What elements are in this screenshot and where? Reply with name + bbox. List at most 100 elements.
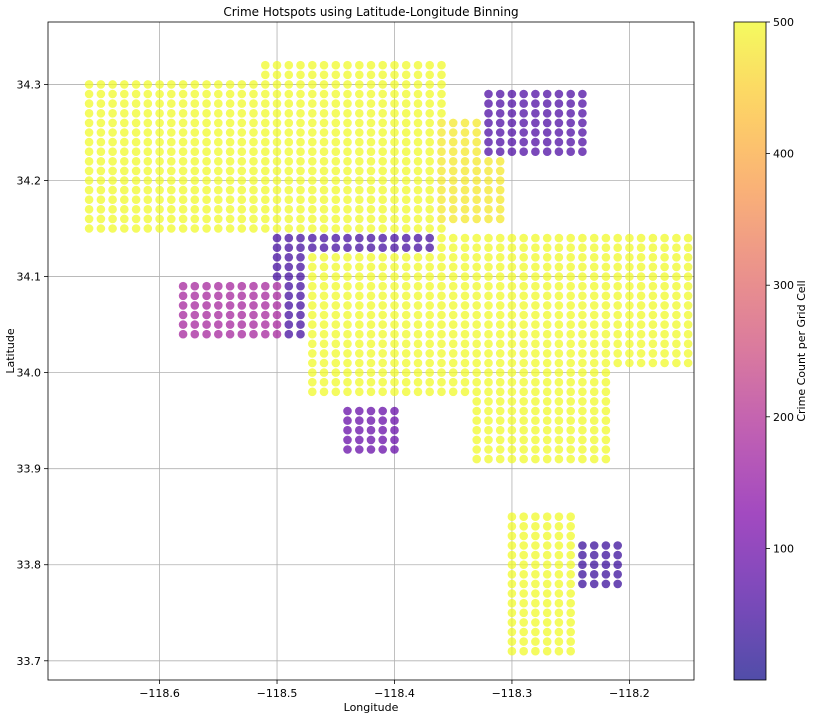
data-point xyxy=(625,329,634,339)
data-point xyxy=(214,214,223,224)
data-point xyxy=(366,157,376,166)
data-point xyxy=(507,416,517,425)
data-point xyxy=(355,176,364,185)
data-point xyxy=(390,80,399,89)
data-point xyxy=(566,99,575,108)
data-point xyxy=(672,320,681,329)
data-point xyxy=(460,320,470,329)
data-point xyxy=(401,214,411,224)
data-point xyxy=(155,137,164,147)
data-point xyxy=(672,291,681,301)
data-point xyxy=(284,310,294,320)
data-point xyxy=(308,166,317,176)
data-point xyxy=(413,195,423,204)
data-point xyxy=(519,89,528,99)
data-point xyxy=(542,147,552,156)
data-point xyxy=(319,349,329,358)
data-point xyxy=(472,243,482,252)
data-point xyxy=(437,137,446,147)
data-point xyxy=(308,233,317,243)
data-point xyxy=(355,252,364,262)
data-point xyxy=(143,224,153,233)
data-point xyxy=(578,89,587,99)
data-point xyxy=(683,310,693,320)
data-point xyxy=(343,233,352,243)
data-point xyxy=(366,233,376,243)
data-point xyxy=(519,627,528,637)
data-point xyxy=(272,291,282,301)
data-point xyxy=(554,541,564,550)
data-point xyxy=(366,109,376,118)
data-point xyxy=(284,262,294,272)
data-point xyxy=(378,205,388,214)
data-point xyxy=(625,339,634,349)
data-point xyxy=(601,301,611,310)
data-point xyxy=(96,224,106,233)
data-point xyxy=(237,310,247,320)
data-point xyxy=(390,118,399,128)
data-point xyxy=(167,109,176,118)
data-point xyxy=(613,252,622,262)
data-point xyxy=(542,627,552,637)
data-point xyxy=(413,233,423,243)
data-point xyxy=(284,301,294,310)
data-point xyxy=(355,291,364,301)
data-point xyxy=(566,512,575,521)
data-point xyxy=(554,570,564,579)
data-point xyxy=(531,618,540,627)
data-point xyxy=(472,166,482,176)
data-point xyxy=(648,349,658,358)
data-point xyxy=(143,214,153,224)
data-point xyxy=(448,291,458,301)
data-point xyxy=(578,281,587,291)
data-point xyxy=(284,157,294,166)
data-point xyxy=(495,147,505,156)
data-point xyxy=(401,118,411,128)
data-point xyxy=(578,109,587,118)
data-point xyxy=(542,109,552,118)
data-point xyxy=(366,205,376,214)
data-point xyxy=(214,99,223,108)
data-point xyxy=(261,128,270,137)
data-point xyxy=(566,118,575,128)
data-point xyxy=(225,310,235,320)
data-point xyxy=(495,454,505,464)
data-point xyxy=(390,176,399,185)
data-point xyxy=(131,205,141,214)
data-point xyxy=(331,70,341,80)
data-point xyxy=(355,301,364,310)
data-point xyxy=(261,320,270,329)
data-point xyxy=(331,109,341,118)
data-point xyxy=(120,109,129,118)
data-point xyxy=(460,377,470,387)
data-point xyxy=(378,118,388,128)
data-point xyxy=(601,320,611,329)
data-point xyxy=(484,128,493,137)
data-point xyxy=(401,301,411,310)
data-point xyxy=(343,89,352,99)
data-point xyxy=(648,301,658,310)
data-point xyxy=(401,185,411,195)
data-point xyxy=(319,301,329,310)
data-point xyxy=(413,185,423,195)
data-point xyxy=(566,368,575,377)
data-point xyxy=(296,118,305,128)
data-point xyxy=(355,99,364,108)
data-point xyxy=(507,349,517,358)
data-point xyxy=(296,147,305,156)
data-point xyxy=(366,185,376,195)
data-point xyxy=(343,291,352,301)
data-point xyxy=(648,358,658,368)
data-point xyxy=(519,262,528,272)
data-point xyxy=(566,243,575,252)
data-point xyxy=(296,272,305,281)
data-point xyxy=(261,224,270,233)
data-point xyxy=(425,137,435,147)
data-point xyxy=(378,137,388,147)
data-point xyxy=(484,205,493,214)
data-point xyxy=(401,109,411,118)
data-point xyxy=(683,252,693,262)
data-point xyxy=(178,329,188,339)
data-point xyxy=(319,80,329,89)
data-point xyxy=(343,339,352,349)
